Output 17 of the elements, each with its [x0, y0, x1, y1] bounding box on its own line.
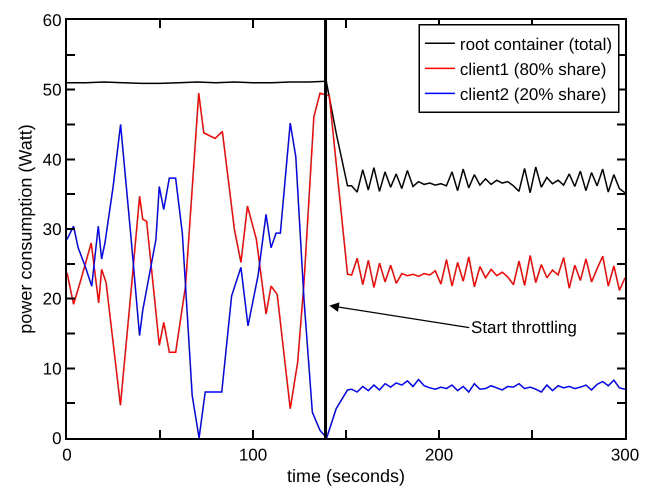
y-tick-label: 10: [42, 359, 62, 378]
legend-label: client1 (80% share): [460, 60, 606, 79]
y-tick-label: 60: [42, 10, 62, 30]
x-tick-label: 300: [610, 445, 640, 464]
legend-label: client2 (20% share): [460, 85, 606, 104]
x-tick-label: 100: [238, 445, 268, 464]
y-tick-label: 20: [42, 290, 62, 309]
y-axis-title: power consumption (Watt): [15, 124, 36, 334]
annotation: Start throttling: [471, 318, 577, 337]
line-series: [67, 122, 625, 438]
legend-label: root container (total): [460, 34, 612, 54]
x-tick-label: 200: [424, 445, 454, 464]
y-tick-label: 0: [52, 428, 62, 448]
y-tick-label: 40: [42, 150, 62, 170]
y-tick-label: 50: [42, 80, 62, 100]
x-axis-title: time (seconds): [286, 466, 406, 486]
y-tick-label: 30: [42, 220, 62, 239]
